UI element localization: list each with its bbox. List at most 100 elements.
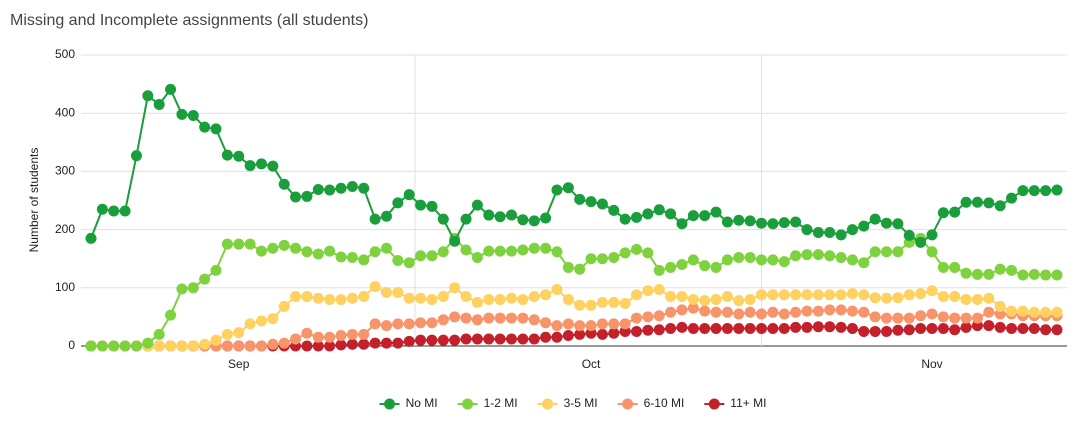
data-point (392, 197, 404, 209)
data-point (699, 295, 711, 307)
data-point (790, 216, 802, 228)
x-tick-label: Oct (582, 357, 601, 371)
data-point (551, 320, 563, 332)
data-point (483, 333, 495, 345)
data-point (744, 293, 756, 305)
data-point (824, 321, 836, 333)
data-point (721, 323, 733, 335)
data-point (790, 321, 802, 333)
data-point (608, 204, 620, 216)
data-point (892, 292, 904, 304)
data-point (983, 268, 995, 280)
data-point (631, 325, 643, 337)
data-point (960, 312, 972, 324)
data-point (585, 327, 597, 339)
data-point (983, 320, 995, 332)
data-point (881, 325, 893, 337)
data-point (858, 289, 870, 301)
data-point (915, 323, 927, 335)
data-point (835, 304, 847, 316)
data-point (596, 253, 608, 265)
data-point (278, 300, 290, 312)
data-point (221, 340, 233, 352)
data-point (1017, 305, 1029, 317)
data-point (642, 208, 654, 220)
data-point (358, 254, 370, 266)
data-point (392, 337, 404, 349)
data-point (505, 245, 517, 257)
data-point (324, 293, 336, 305)
data-point (596, 198, 608, 210)
legend-marker (622, 398, 634, 410)
data-point (278, 178, 290, 190)
data-point (1040, 185, 1052, 197)
data-point (642, 324, 654, 336)
data-point (631, 289, 643, 301)
data-point (312, 331, 324, 343)
data-point (551, 246, 563, 258)
data-point (733, 252, 745, 264)
data-point (926, 246, 938, 258)
data-point (494, 293, 506, 305)
data-point (1017, 323, 1029, 335)
data-point (790, 250, 802, 262)
data-point (676, 291, 688, 303)
data-point (403, 318, 415, 330)
data-point (392, 286, 404, 298)
data-point (687, 210, 699, 222)
data-point (540, 212, 552, 224)
y-axis-label: Number of students (27, 148, 41, 253)
data-point (846, 224, 858, 236)
data-point (369, 318, 381, 330)
data-point (767, 323, 779, 335)
data-point (971, 196, 983, 208)
data-point (221, 149, 233, 161)
data-point (608, 296, 620, 308)
legend: No MI 1-2 MI 3-5 MI 6-10 MI 11+ MI (379, 396, 766, 410)
data-point (403, 335, 415, 347)
data-point (119, 340, 131, 352)
data-point (1040, 269, 1052, 281)
data-point (460, 244, 472, 256)
legend-label: 11+ MI (730, 396, 766, 410)
data-point (1051, 324, 1063, 336)
data-point (130, 150, 142, 162)
data-point (835, 229, 847, 241)
data-point (130, 340, 142, 352)
data-point (846, 254, 858, 266)
data-point (335, 293, 347, 305)
data-point (778, 256, 790, 268)
data-point (119, 205, 131, 217)
data-point (449, 235, 461, 247)
data-point (358, 291, 370, 303)
data-point (937, 261, 949, 273)
data-point (881, 246, 893, 258)
data-point (687, 293, 699, 305)
data-point (767, 254, 779, 266)
data-point (176, 108, 188, 120)
data-point (517, 312, 529, 324)
data-point (369, 337, 381, 349)
data-point (846, 305, 858, 317)
data-point (392, 254, 404, 266)
data-point (574, 193, 586, 205)
data-point (835, 289, 847, 301)
data-point (449, 311, 461, 323)
data-point (812, 305, 824, 317)
data-point (85, 340, 97, 352)
legend-marker (462, 398, 474, 410)
data-point (631, 211, 643, 223)
data-point (596, 318, 608, 330)
data-point (335, 339, 347, 351)
data-point (983, 306, 995, 318)
y-tick-label: 300 (55, 164, 75, 178)
data-point (505, 312, 517, 324)
y-tick-label: 100 (55, 280, 75, 294)
data-point (653, 310, 665, 322)
data-point (335, 251, 347, 263)
data-point (1040, 306, 1052, 318)
data-point (460, 312, 472, 324)
data-point (426, 334, 438, 346)
data-point (312, 340, 324, 352)
data-point (767, 218, 779, 230)
